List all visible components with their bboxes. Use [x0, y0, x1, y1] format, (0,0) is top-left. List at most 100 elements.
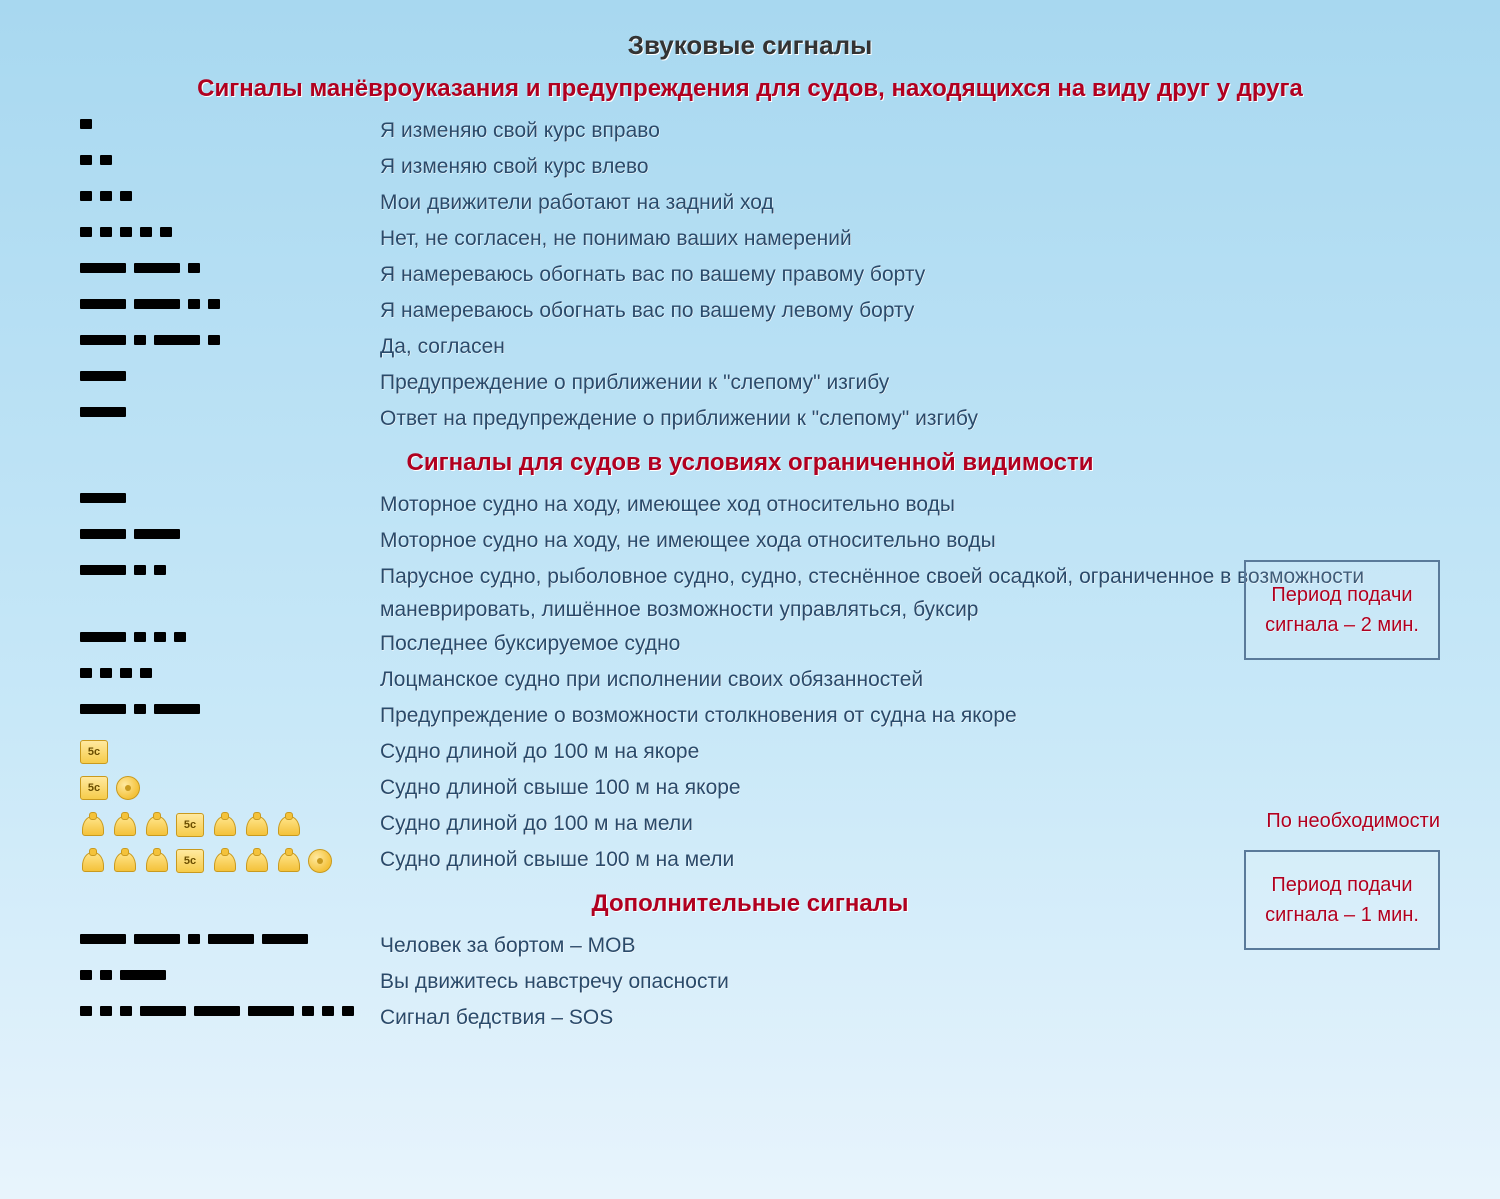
signal-description: Предупреждение о возможности столкновени… — [380, 698, 1420, 733]
page-title: Звуковые сигналы — [80, 30, 1420, 61]
signal-pattern — [80, 149, 380, 165]
period-box-2min: Период подачи сигнала – 2 мин. — [1244, 560, 1440, 660]
period-box-1min: Период подачи сигнала – 1 мин. — [1244, 850, 1440, 950]
short-blast-icon — [100, 155, 112, 165]
short-blast-icon — [100, 1006, 112, 1016]
signal-row: Последнее буксируемое судно — [80, 626, 1420, 662]
signal-pattern — [80, 559, 380, 575]
signal-pattern — [80, 113, 380, 129]
long-blast-icon — [80, 704, 126, 714]
bell-icon — [112, 812, 136, 838]
long-blast-icon — [248, 1006, 294, 1016]
short-blast-icon — [154, 565, 166, 575]
short-blast-icon — [140, 227, 152, 237]
short-blast-icon — [80, 119, 92, 129]
bell-icon — [144, 848, 168, 874]
signal-pattern — [80, 185, 380, 201]
signal-row: Я изменяю свой курс вправо — [80, 113, 1420, 149]
signal-pattern: 5с — [80, 842, 380, 874]
signal-pattern — [80, 329, 380, 345]
section-additional: Человек за бортом – MOBВы движитесь навс… — [80, 928, 1420, 1036]
signal-description: Мои движители работают на задний ход — [380, 185, 1420, 220]
signal-description: Я намереваюсь обогнать вас по вашему лев… — [380, 293, 1420, 328]
long-blast-icon — [140, 1006, 186, 1016]
long-blast-icon — [80, 565, 126, 575]
signal-row: Вы движитесь навстречу опасности — [80, 964, 1420, 1000]
section-heading-maneuver: Сигналы манёвроуказания и предупреждения… — [80, 75, 1420, 103]
short-blast-icon — [120, 668, 132, 678]
signal-row: Мои движители работают на задний ход — [80, 185, 1420, 221]
long-blast-icon — [80, 335, 126, 345]
signal-row: Парусное судно, рыболовное судно, судно,… — [80, 559, 1420, 626]
signal-row: Сигнал бедствия – SOS — [80, 1000, 1420, 1036]
signal-description: Сигнал бедствия – SOS — [380, 1000, 1420, 1035]
short-blast-icon — [154, 632, 166, 642]
short-blast-icon — [188, 299, 200, 309]
long-blast-icon — [80, 529, 126, 539]
signal-pattern — [80, 365, 380, 381]
short-blast-icon — [100, 668, 112, 678]
signal-description: Лоцманское судно при исполнении своих об… — [380, 662, 1420, 697]
signal-row: 5сСудно длиной свыше 100 м на якоре — [80, 770, 1420, 806]
long-blast-icon — [80, 263, 126, 273]
long-blast-icon — [208, 934, 254, 944]
signal-pattern — [80, 487, 380, 503]
signal-row: 5сСудно длиной до 100 м на мели — [80, 806, 1420, 842]
signal-description: Я изменяю свой курс влево — [380, 149, 1420, 184]
bell-5sec-icon: 5с — [176, 849, 204, 873]
period-box-1min-text: Период подачи сигнала – 1 мин. — [1265, 874, 1419, 926]
short-blast-icon — [174, 632, 186, 642]
long-blast-icon — [134, 934, 180, 944]
short-blast-icon — [100, 970, 112, 980]
signal-row: Я намереваюсь обогнать вас по вашему лев… — [80, 293, 1420, 329]
signal-pattern — [80, 401, 380, 417]
signal-row: Человек за бортом – MOB — [80, 928, 1420, 964]
short-blast-icon — [80, 1006, 92, 1016]
signal-description: Судно длиной до 100 м на мели — [380, 806, 1420, 841]
long-blast-icon — [134, 529, 180, 539]
signal-pattern — [80, 221, 380, 237]
section-heading-restricted: Сигналы для судов в условиях ограниченно… — [80, 449, 1420, 477]
signal-row: 5сСудно длиной до 100 м на якоре — [80, 734, 1420, 770]
signal-pattern — [80, 626, 380, 642]
signal-description: Да, согласен — [380, 329, 1420, 364]
short-blast-icon — [134, 565, 146, 575]
bell-icon — [144, 812, 168, 838]
bell-icon — [276, 848, 300, 874]
short-blast-icon — [80, 668, 92, 678]
short-blast-icon — [140, 668, 152, 678]
long-blast-icon — [80, 299, 126, 309]
short-blast-icon — [188, 934, 200, 944]
signal-row: Нет, не согласен, не понимаю ваших намер… — [80, 221, 1420, 257]
gong-icon — [308, 849, 332, 873]
side-note-on-demand: По необходимости — [1266, 810, 1440, 833]
long-blast-icon — [154, 335, 200, 345]
short-blast-icon — [302, 1006, 314, 1016]
signal-row: 5сСудно длиной свыше 100 м на мели — [80, 842, 1420, 878]
signal-description: Я изменяю свой курс вправо — [380, 113, 1420, 148]
signal-row: Да, согласен — [80, 329, 1420, 365]
signal-description: Судно длиной до 100 м на якоре — [380, 734, 1420, 769]
signal-pattern — [80, 1000, 380, 1016]
long-blast-icon — [80, 371, 126, 381]
short-blast-icon — [120, 191, 132, 201]
signal-row: Предупреждение о возможности столкновени… — [80, 698, 1420, 734]
long-blast-icon — [134, 299, 180, 309]
signal-row: Предупреждение о приближении к "слепому"… — [80, 365, 1420, 401]
short-blast-icon — [208, 299, 220, 309]
short-blast-icon — [80, 970, 92, 980]
long-blast-icon — [80, 407, 126, 417]
short-blast-icon — [134, 704, 146, 714]
short-blast-icon — [208, 335, 220, 345]
signal-row: Моторное судно на ходу, имеющее ход отно… — [80, 487, 1420, 523]
bell-icon — [80, 848, 104, 874]
signal-pattern — [80, 523, 380, 539]
signal-pattern: 5с — [80, 734, 380, 764]
short-blast-icon — [100, 191, 112, 201]
period-box-2min-text: Период подачи сигнала – 2 мин. — [1265, 584, 1419, 636]
signal-description: Нет, не согласен, не понимаю ваших намер… — [380, 221, 1420, 256]
signal-description: Ответ на предупреждение о приближении к … — [380, 401, 1420, 436]
signal-row: Я изменяю свой курс влево — [80, 149, 1420, 185]
long-blast-icon — [80, 493, 126, 503]
long-blast-icon — [154, 704, 200, 714]
